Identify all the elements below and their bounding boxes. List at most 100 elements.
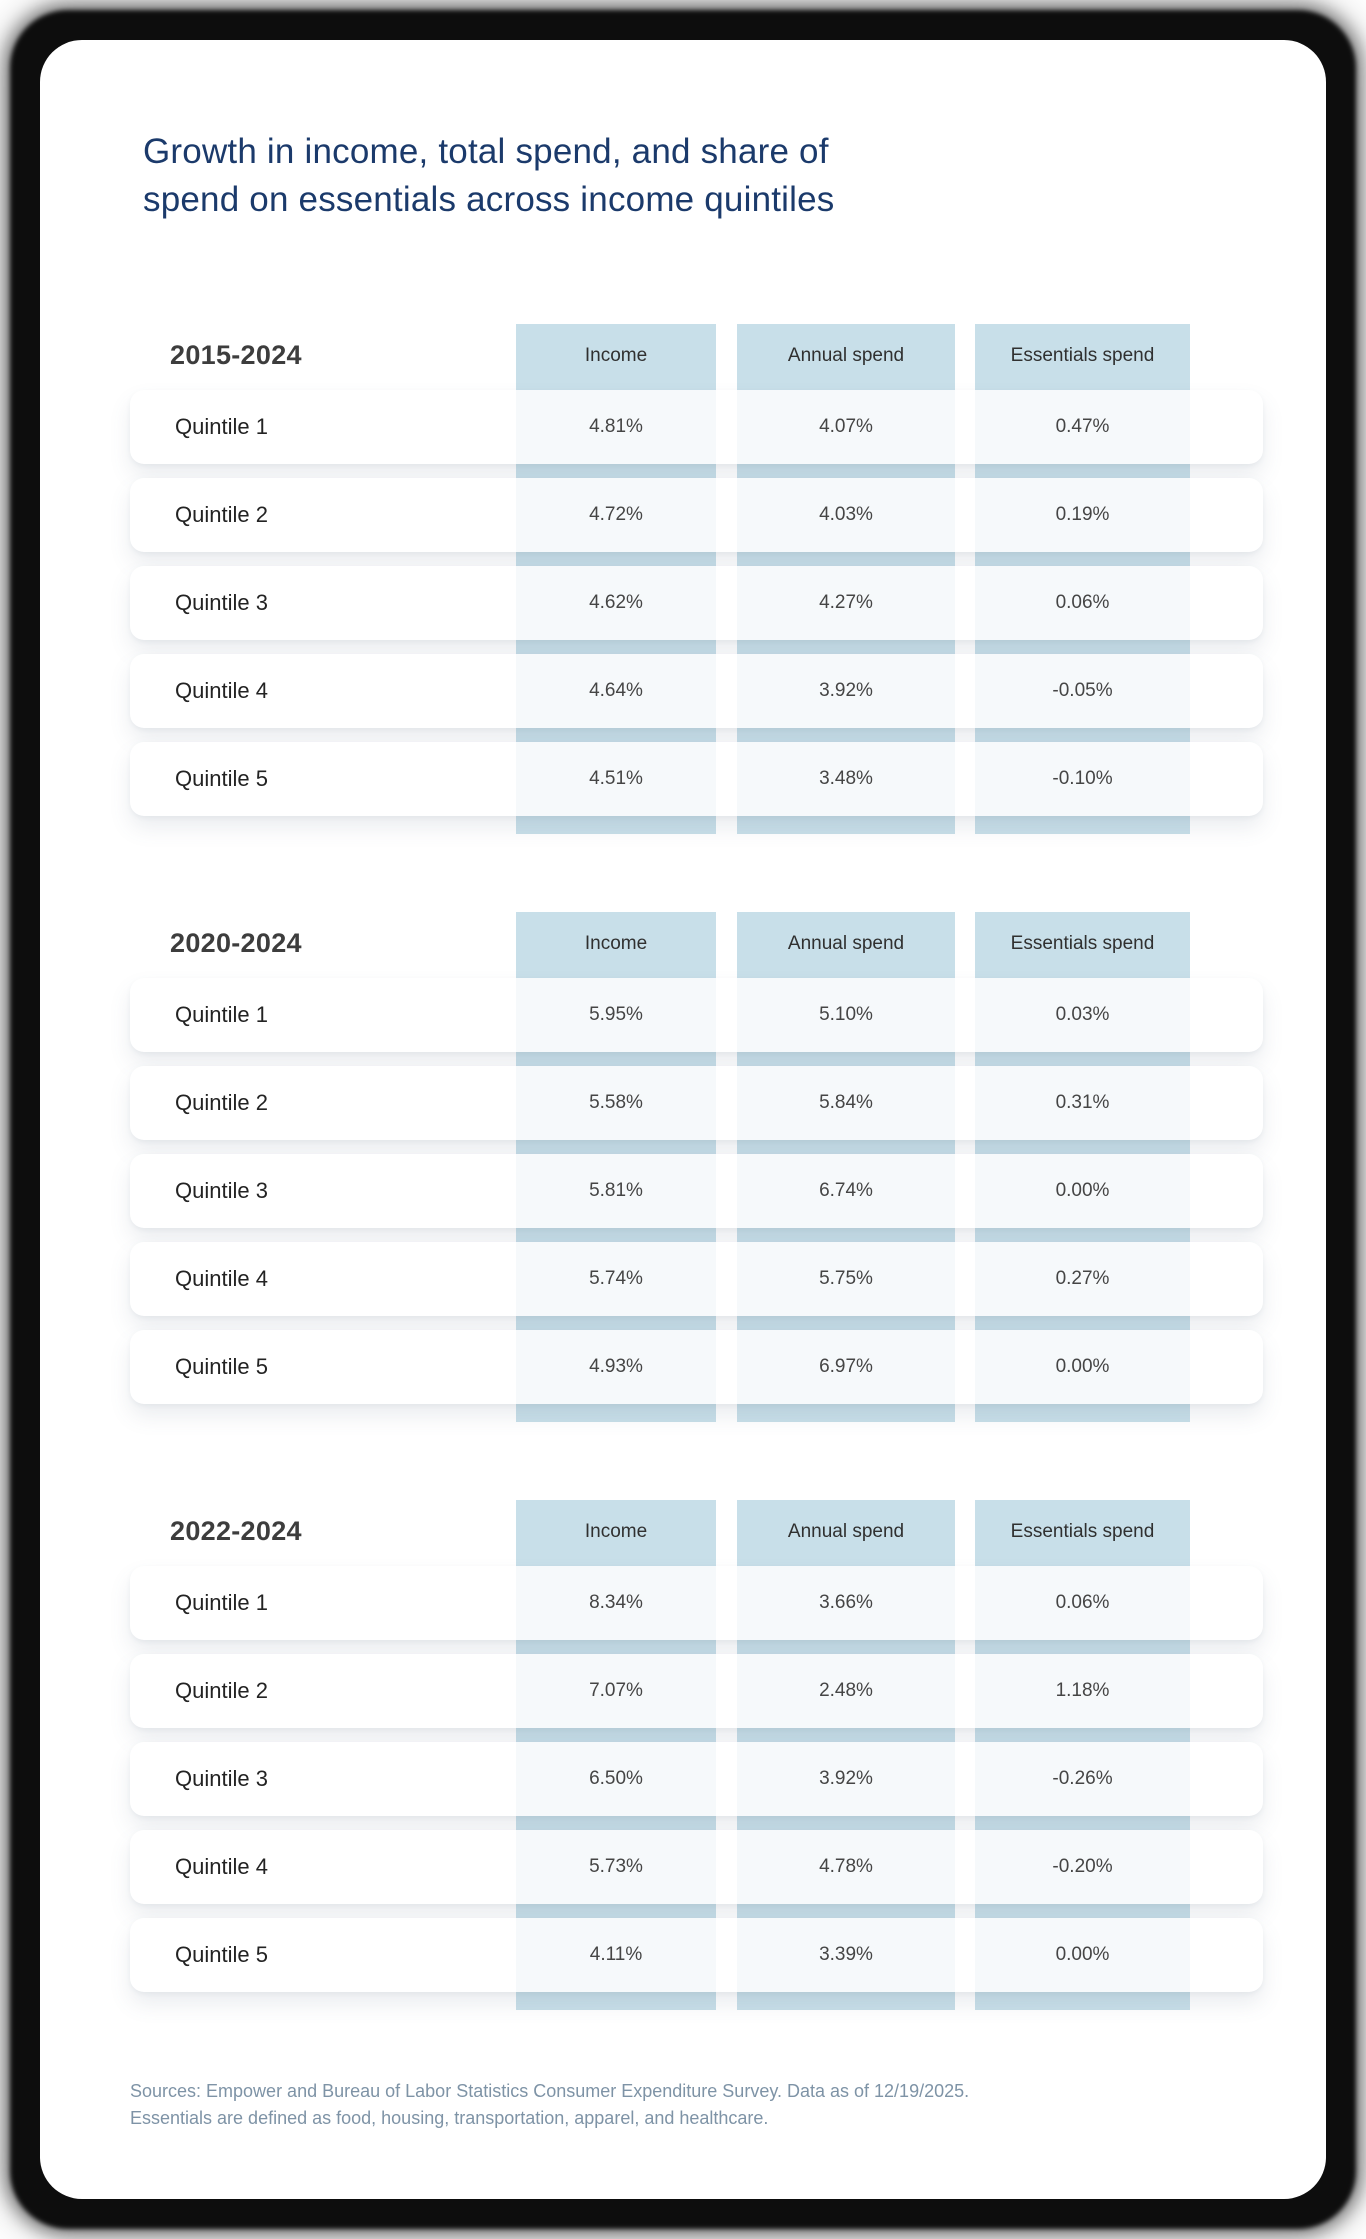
content-card: Growth in income, total spend, and share… (40, 40, 1326, 2199)
table-header-row: 2022-2024 Income Annual spend Essentials… (130, 1500, 1263, 1564)
essentials-spend-value: -0.05% (975, 653, 1190, 728)
column-header-income: Income (584, 932, 648, 954)
table-row: Quintile 1 8.34% 3.66% 0.06% (130, 1565, 1263, 1640)
column-header-income: Income (584, 1520, 648, 1542)
table-row: Quintile 5 4.51% 3.48% -0.10% (130, 741, 1263, 816)
income-value: 5.74% (516, 1241, 716, 1316)
annual-spend-value: 3.48% (737, 741, 955, 816)
quintile-table-2015-2024: 2015-2024 Income Annual spend Essentials… (130, 323, 1263, 834)
annual-spend-value: 4.03% (737, 477, 955, 552)
page-title: Growth in income, total spend, and share… (143, 128, 903, 224)
row-label: Quintile 2 (175, 501, 268, 527)
income-value: 8.34% (516, 1565, 716, 1640)
period-label: 2020-2024 (170, 928, 302, 959)
column-header-essentials-spend: Essentials spend (1010, 344, 1155, 366)
table-row: Quintile 4 5.73% 4.78% -0.20% (130, 1829, 1263, 1904)
period-label: 2015-2024 (170, 340, 302, 371)
page-title-line1: Growth in income, total spend, and share… (143, 132, 829, 171)
annual-spend-value: 3.66% (737, 1565, 955, 1640)
row-label: Quintile 1 (175, 1001, 268, 1027)
annual-spend-value: 5.84% (737, 1065, 955, 1140)
annual-spend-value: 3.92% (737, 1741, 955, 1816)
essentials-spend-value: 0.00% (975, 1153, 1190, 1228)
income-value: 6.50% (516, 1741, 716, 1816)
essentials-spend-value: -0.10% (975, 741, 1190, 816)
income-value: 5.95% (516, 977, 716, 1052)
row-label: Quintile 4 (175, 1265, 268, 1291)
column-header-annual-spend: Annual spend (787, 344, 905, 366)
annual-spend-value: 4.78% (737, 1829, 955, 1904)
income-value: 4.11% (516, 1917, 716, 1992)
income-value: 4.62% (516, 565, 716, 640)
income-value: 4.72% (516, 477, 716, 552)
income-value: 4.64% (516, 653, 716, 728)
table-row: Quintile 4 5.74% 5.75% 0.27% (130, 1241, 1263, 1316)
page-title-line2: spend on essentials across income quinti… (143, 179, 835, 219)
column-header-annual-spend: Annual spend (787, 932, 905, 954)
annual-spend-value: 6.97% (737, 1329, 955, 1404)
row-label: Quintile 1 (175, 1589, 268, 1615)
quintile-table-2020-2024: 2020-2024 Income Annual spend Essentials… (130, 911, 1263, 1422)
table-header-row: 2015-2024 Income Annual spend Essentials… (130, 324, 1263, 388)
essentials-spend-value: 0.03% (975, 977, 1190, 1052)
annual-spend-value: 3.39% (737, 1917, 955, 1992)
income-value: 4.81% (516, 389, 716, 464)
annual-spend-value: 2.48% (737, 1653, 955, 1728)
income-value: 4.93% (516, 1329, 716, 1404)
row-label: Quintile 3 (175, 589, 268, 615)
column-header-essentials-spend: Essentials spend (1010, 932, 1155, 954)
essentials-spend-value: -0.20% (975, 1829, 1190, 1904)
row-label: Quintile 3 (175, 1177, 268, 1203)
period-label: 2022-2024 (170, 1516, 302, 1547)
essentials-spend-value: 0.27% (975, 1241, 1190, 1316)
annual-spend-value: 3.92% (737, 653, 955, 728)
income-value: 5.58% (516, 1065, 716, 1140)
essentials-spend-value: 0.06% (975, 1565, 1190, 1640)
table-row: Quintile 1 4.81% 4.07% 0.47% (130, 389, 1263, 464)
essentials-spend-value: 0.31% (975, 1065, 1190, 1140)
essentials-spend-value: 0.06% (975, 565, 1190, 640)
essentials-spend-value: -0.26% (975, 1741, 1190, 1816)
table-row: Quintile 5 4.93% 6.97% 0.00% (130, 1329, 1263, 1404)
annual-spend-value: 4.07% (737, 389, 955, 464)
essentials-spend-value: 0.00% (975, 1917, 1190, 1992)
essentials-spend-value: 0.00% (975, 1329, 1190, 1404)
row-label: Quintile 2 (175, 1089, 268, 1115)
annual-spend-value: 4.27% (737, 565, 955, 640)
table-row: Quintile 2 4.72% 4.03% 0.19% (130, 477, 1263, 552)
row-label: Quintile 2 (175, 1677, 268, 1703)
table-row: Quintile 4 4.64% 3.92% -0.05% (130, 653, 1263, 728)
essentials-spend-value: 1.18% (975, 1653, 1190, 1728)
row-label: Quintile 5 (175, 1353, 268, 1379)
row-label: Quintile 4 (175, 1853, 268, 1879)
row-label: Quintile 4 (175, 677, 268, 703)
table-row: Quintile 3 5.81% 6.74% 0.00% (130, 1153, 1263, 1228)
row-label: Quintile 3 (175, 1765, 268, 1791)
income-value: 5.73% (516, 1829, 716, 1904)
quintile-table-2022-2024: 2022-2024 Income Annual spend Essentials… (130, 1499, 1263, 2010)
column-header-essentials-spend: Essentials spend (1010, 1520, 1155, 1542)
table-header-row: 2020-2024 Income Annual spend Essentials… (130, 912, 1263, 976)
source-footnote-line2: Essentials are defined as food, housing,… (130, 2107, 769, 2128)
essentials-spend-value: 0.19% (975, 477, 1190, 552)
table-row: Quintile 2 7.07% 2.48% 1.18% (130, 1653, 1263, 1728)
income-value: 4.51% (516, 741, 716, 816)
table-row: Quintile 1 5.95% 5.10% 0.03% (130, 977, 1263, 1052)
income-value: 7.07% (516, 1653, 716, 1728)
row-label: Quintile 1 (175, 413, 268, 439)
essentials-spend-value: 0.47% (975, 389, 1190, 464)
annual-spend-value: 5.75% (737, 1241, 955, 1316)
table-row: Quintile 5 4.11% 3.39% 0.00% (130, 1917, 1263, 1992)
income-value: 5.81% (516, 1153, 716, 1228)
row-label: Quintile 5 (175, 1941, 268, 1967)
annual-spend-value: 6.74% (737, 1153, 955, 1228)
table-row: Quintile 3 4.62% 4.27% 0.06% (130, 565, 1263, 640)
row-label: Quintile 5 (175, 765, 268, 791)
source-footnote: Sources: Empower and Bureau of Labor Sta… (130, 2078, 1190, 2132)
annual-spend-value: 5.10% (737, 977, 955, 1052)
table-row: Quintile 3 6.50% 3.92% -0.26% (130, 1741, 1263, 1816)
column-header-annual-spend: Annual spend (787, 1520, 905, 1542)
table-row: Quintile 2 5.58% 5.84% 0.31% (130, 1065, 1263, 1140)
column-header-income: Income (584, 344, 648, 366)
